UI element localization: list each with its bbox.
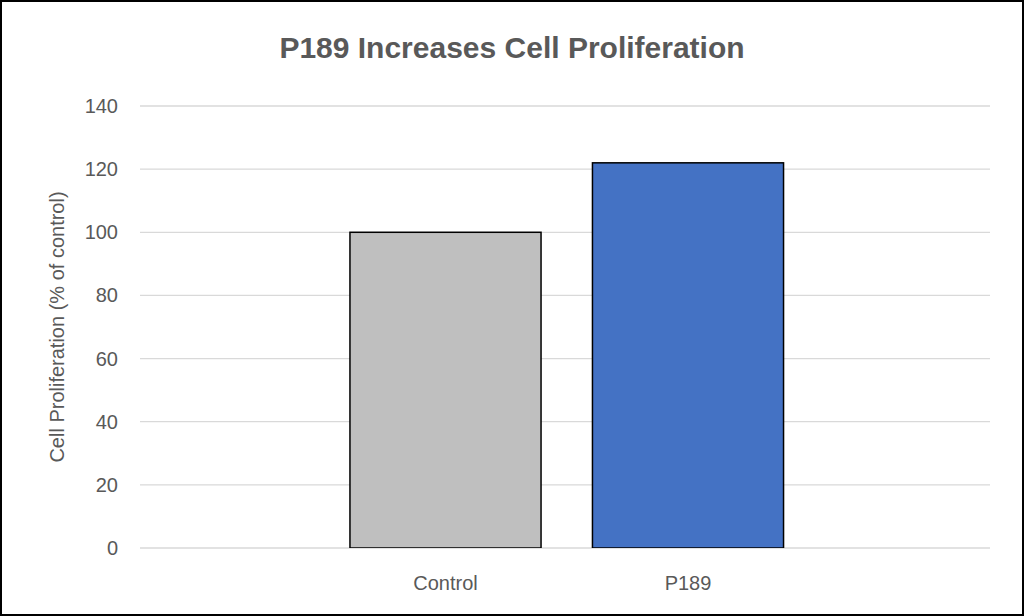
bars bbox=[350, 163, 784, 548]
grid-line bbox=[140, 358, 990, 359]
grid-line bbox=[140, 484, 990, 485]
grid-line bbox=[140, 168, 990, 169]
y-tick-label: 40 bbox=[96, 411, 118, 433]
bar bbox=[350, 232, 541, 548]
chart-frame bbox=[1, 1, 1023, 615]
chart-title: P189 Increases Cell Proliferation bbox=[279, 31, 744, 64]
grid-line bbox=[140, 547, 990, 548]
x-tick-label: Control bbox=[413, 572, 477, 594]
chart-svg: P189 Increases Cell Proliferation Cell Pr… bbox=[0, 0, 1024, 616]
y-tick-label: 60 bbox=[96, 348, 118, 370]
bar bbox=[592, 163, 783, 548]
chart-container: P189 Increases Cell Proliferation Cell Pr… bbox=[0, 0, 1024, 616]
grid-line bbox=[140, 105, 990, 106]
y-tick-label: 100 bbox=[85, 221, 118, 243]
y-tick-label: 140 bbox=[85, 95, 118, 117]
y-tick-label: 0 bbox=[107, 537, 118, 559]
x-tick-label: P189 bbox=[665, 572, 712, 594]
y-axis-label: Cell Proliferation (% of control) bbox=[46, 191, 68, 462]
y-tick-label: 80 bbox=[96, 284, 118, 306]
grid-line bbox=[140, 295, 990, 296]
grid-line bbox=[140, 232, 990, 233]
y-tick-label: 120 bbox=[85, 158, 118, 180]
grid-line bbox=[140, 421, 990, 422]
grid bbox=[140, 106, 990, 548]
y-tick-label: 20 bbox=[96, 474, 118, 496]
